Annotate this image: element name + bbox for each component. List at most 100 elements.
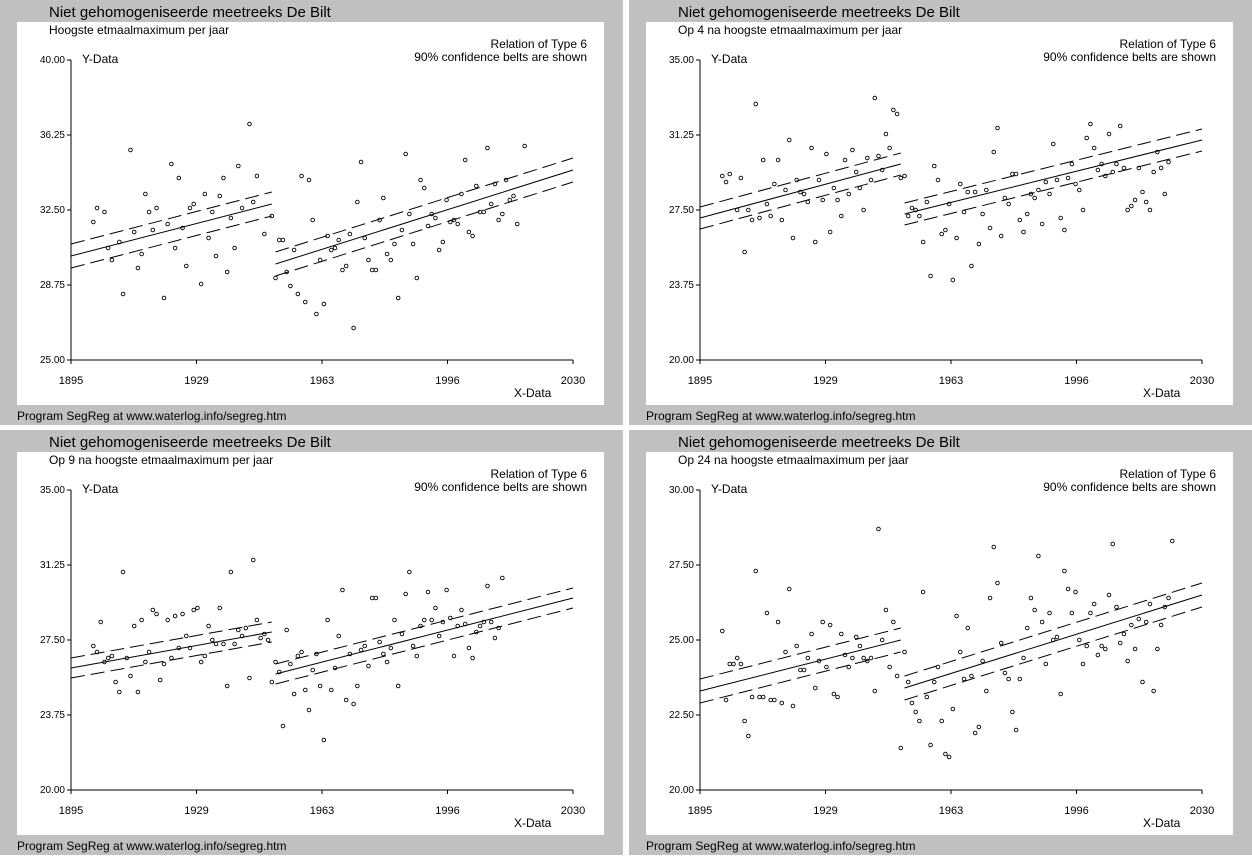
data-point <box>191 607 196 613</box>
data-point <box>299 649 304 655</box>
footer-text: Program SegReg at www.waterlog.info/segr… <box>646 839 916 853</box>
x-axis-label: X-Data <box>514 816 552 830</box>
data-point <box>928 742 933 748</box>
confidence-note: 90% confidence belts are shown <box>1043 480 1216 494</box>
data-point <box>835 197 840 203</box>
data-point <box>972 730 978 736</box>
data-point <box>954 613 959 619</box>
data-point <box>1140 679 1145 685</box>
data-point <box>485 145 490 151</box>
confidence-belt <box>70 621 272 659</box>
data-point <box>980 658 985 664</box>
data-point <box>418 177 423 183</box>
data-point <box>842 157 848 163</box>
data-point <box>1117 640 1123 646</box>
data-point <box>436 247 442 253</box>
data-point <box>466 645 472 651</box>
data-point <box>250 199 256 205</box>
data-point <box>1166 595 1171 601</box>
regression-line <box>70 631 272 669</box>
data-point <box>224 683 230 689</box>
data-point <box>306 707 312 713</box>
data-point <box>410 241 416 247</box>
data-point <box>1155 646 1160 652</box>
data-point <box>120 569 126 575</box>
data-point <box>760 694 766 700</box>
data-point <box>1110 541 1116 547</box>
data-point <box>1121 631 1127 637</box>
data-point <box>1103 646 1108 652</box>
data-point <box>1091 601 1097 607</box>
data-point <box>1129 622 1134 628</box>
data-point <box>455 221 460 227</box>
data-point <box>805 199 811 205</box>
data-point <box>117 689 122 695</box>
footer-credit: Program SegReg at www.waterlog.info/segr… <box>17 839 287 853</box>
data-point <box>247 121 252 127</box>
y-tick-label: 27.50 <box>669 560 694 571</box>
chart-subtitle: Op 9 na hoogste etmaalmaximum per jaar <box>49 453 274 467</box>
data-point <box>187 205 193 211</box>
relation-type: Relation of Type 6 <box>1119 467 1216 481</box>
data-point <box>786 137 792 143</box>
data-point <box>139 617 144 623</box>
data-point <box>798 189 803 195</box>
y-tick-label: 35.00 <box>669 55 694 66</box>
data-point <box>399 631 405 637</box>
data-point <box>1095 167 1101 173</box>
data-point <box>768 213 773 219</box>
data-point <box>1065 175 1071 181</box>
data-point <box>1162 604 1168 610</box>
data-point <box>1073 181 1078 187</box>
confidence-belt <box>275 607 574 685</box>
data-point <box>1077 637 1082 643</box>
y-tick-label: 36.25 <box>40 130 65 141</box>
data-point <box>1006 201 1011 207</box>
data-point <box>161 661 167 667</box>
data-point <box>1043 661 1049 667</box>
data-point <box>91 643 96 649</box>
data-point <box>1013 171 1019 177</box>
data-point <box>514 221 520 227</box>
data-point <box>481 209 487 215</box>
data-point <box>969 673 974 679</box>
data-point <box>746 733 751 739</box>
data-point <box>1051 637 1056 643</box>
data-point <box>236 627 241 633</box>
x-tick-label: 2030 <box>1190 375 1214 387</box>
data-point <box>329 247 334 253</box>
chart-title: Niet gehomogeniseerde meetreeks De Bilt <box>678 4 960 21</box>
x-tick-label: 1963 <box>310 375 334 387</box>
data-point <box>143 659 148 665</box>
data-point <box>276 237 282 243</box>
data-point <box>1032 607 1037 613</box>
data-point <box>202 653 208 659</box>
x-tick-label: 1895 <box>59 375 83 387</box>
regression-line <box>699 163 901 219</box>
data-point <box>1110 169 1116 175</box>
y-axis-label: Y-Data <box>82 52 119 66</box>
confidence-belt <box>904 606 1203 701</box>
data-point <box>492 181 498 187</box>
data-point <box>1143 619 1149 625</box>
data-point <box>94 205 100 211</box>
data-point <box>946 201 952 207</box>
data-point <box>169 161 174 167</box>
y-axis-label: Y-Data <box>82 482 119 496</box>
data-point <box>1054 634 1060 640</box>
data-point <box>998 233 1004 239</box>
data-point <box>1088 121 1093 127</box>
data-point <box>477 623 483 629</box>
chart-title: Niet gehomogeniseerde meetreeks De Bilt <box>49 434 331 451</box>
data-point <box>924 199 930 205</box>
regression-line <box>904 139 1203 215</box>
y-tick-label: 32.50 <box>40 205 65 216</box>
data-point <box>1143 199 1149 205</box>
data-point <box>1024 625 1030 631</box>
data-point <box>1132 197 1138 203</box>
data-point <box>980 211 985 217</box>
data-point <box>206 235 211 241</box>
data-point <box>898 745 904 751</box>
data-point <box>772 697 777 703</box>
data-point <box>727 171 732 177</box>
